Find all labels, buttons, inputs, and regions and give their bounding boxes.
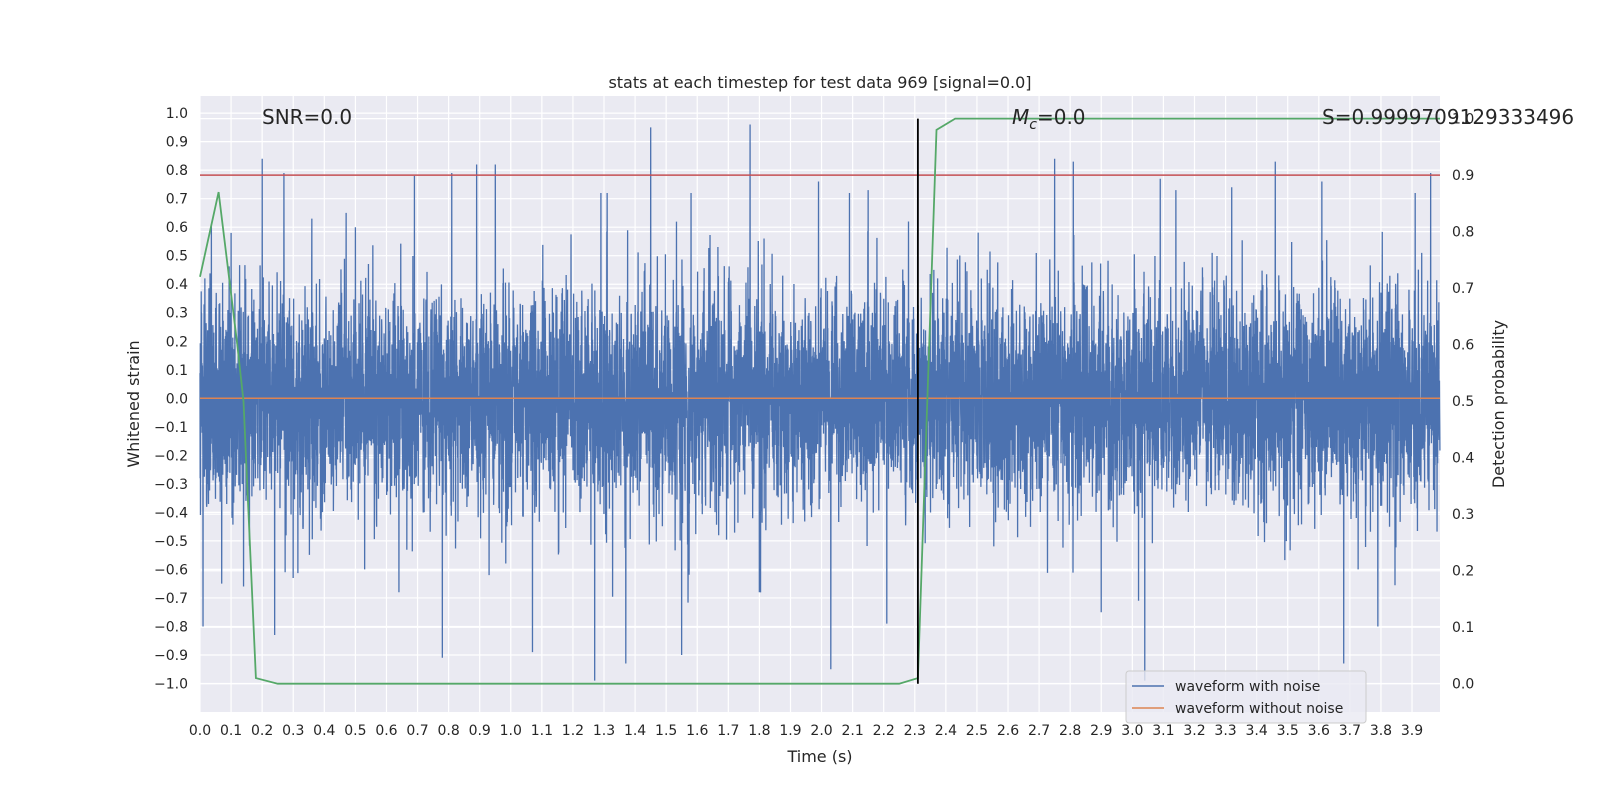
y-tick-label: 0.0	[166, 391, 188, 407]
x-tick-label: 1.6	[686, 723, 708, 739]
x-tick-label: 3.0	[1121, 723, 1143, 739]
y-axis-ticks: 1.0 0.9 0.8 0.7 0.6 0.5 0.4 0.3 0.2 0.1 0.0 −0.1 −0.…	[154, 106, 188, 692]
y2-tick-label: 0.6	[1452, 338, 1474, 354]
mc-value: =0.0	[1037, 105, 1086, 129]
y-tick-label: −0.8	[154, 619, 188, 635]
y-tick-label: 0.1	[166, 363, 188, 379]
x-tick-label: 0.9	[469, 723, 491, 739]
x-tick-label: 3.3	[1214, 723, 1236, 739]
y-tick-label: −0.5	[154, 534, 188, 550]
x-tick-label: 3.7	[1339, 723, 1361, 739]
x-tick-label: 0.6	[375, 723, 397, 739]
y-tick-label: 0.5	[166, 249, 188, 265]
mc-symbol: M	[1012, 105, 1029, 129]
mc-annotation: Mc=0.0	[1012, 105, 1086, 133]
y-tick-label: 0.2	[166, 334, 188, 350]
x-axis-label: Time (s)	[786, 747, 852, 766]
x-tick-label: 1.7	[717, 723, 739, 739]
series-waveform-with-noise	[199, 124, 1441, 681]
x-tick-label: 1.3	[593, 723, 615, 739]
y2-axis-ticks: 1.0 0.9 0.8 0.7 0.6 0.5 0.4 0.3 0.2 0.1 0.0	[1452, 112, 1474, 693]
x-tick-label: 2.6	[997, 723, 1019, 739]
y2-tick-label: 0.3	[1452, 507, 1474, 523]
x-tick-label: 0.0	[189, 723, 211, 739]
x-tick-label: 2.1	[841, 723, 863, 739]
x-tick-label: 3.1	[1152, 723, 1174, 739]
y2-tick-label: 0.1	[1452, 620, 1474, 636]
legend-label-noise: waveform with noise	[1175, 679, 1320, 695]
y2-axis-label: Detection probability	[1489, 320, 1508, 488]
x-tick-label: 1.9	[779, 723, 801, 739]
x-tick-label: 0.2	[251, 723, 273, 739]
y2-tick-label: 0.7	[1452, 281, 1474, 297]
x-tick-label: 2.8	[1059, 723, 1081, 739]
chart-title: stats at each timestep for test data 969…	[608, 73, 1031, 92]
x-tick-label: 1.2	[562, 723, 584, 739]
x-tick-label: 0.8	[437, 723, 459, 739]
x-tick-label: 3.8	[1370, 723, 1392, 739]
y-tick-label: −0.3	[154, 477, 188, 493]
y2-tick-label: 0.2	[1452, 564, 1474, 580]
x-tick-label: 3.4	[1246, 723, 1268, 739]
x-tick-label: 0.5	[344, 723, 366, 739]
x-tick-label: 3.9	[1401, 723, 1423, 739]
noise-waveform-line	[199, 124, 1441, 681]
y-tick-label: 0.4	[166, 277, 188, 293]
x-tick-label: 2.2	[873, 723, 895, 739]
legend-box	[1125, 670, 1367, 724]
mc-subscript: c	[1029, 117, 1037, 133]
x-tick-label: 2.9	[1090, 723, 1112, 739]
y2-tick-label: 1.0	[1452, 112, 1474, 128]
x-tick-label: 1.5	[655, 723, 677, 739]
y-tick-label: −0.7	[154, 591, 188, 607]
legend: waveform with noise waveform without noi…	[1125, 670, 1367, 724]
x-tick-label: 0.1	[220, 723, 242, 739]
y-tick-label: −0.6	[154, 562, 188, 578]
x-tick-label: 1.0	[500, 723, 522, 739]
x-tick-label: 1.1	[531, 723, 553, 739]
x-tick-label: 2.5	[966, 723, 988, 739]
y2-tick-label: 0.5	[1452, 394, 1474, 410]
y-tick-label: −0.1	[154, 420, 188, 436]
x-tick-label: 0.4	[313, 723, 335, 739]
y-tick-label: 0.7	[166, 192, 188, 208]
x-axis-ticks: 0.0 0.1 0.2 0.3 0.4 0.5 0.6 0.7 0.8 0.9 1.0 1.1 1.2 1…	[189, 723, 1423, 739]
y-tick-label: 0.6	[166, 220, 188, 236]
x-tick-label: 3.6	[1308, 723, 1330, 739]
y-tick-label: 0.3	[166, 306, 188, 322]
x-tick-label: 2.4	[935, 723, 957, 739]
y2-tick-label: 0.8	[1452, 225, 1474, 241]
x-tick-label: 2.0	[810, 723, 832, 739]
y-tick-label: −0.9	[154, 648, 188, 664]
y-axis-label: Whitened strain	[124, 340, 143, 467]
y2-tick-label: 0.9	[1452, 168, 1474, 184]
y-tick-label: −0.2	[154, 448, 188, 464]
x-tick-label: 1.4	[624, 723, 646, 739]
snr-annotation: SNR=0.0	[262, 105, 352, 129]
y-tick-label: −0.4	[154, 505, 188, 521]
x-tick-label: 3.5	[1277, 723, 1299, 739]
x-tick-label: 0.7	[406, 723, 428, 739]
y-tick-label: 0.9	[166, 135, 188, 151]
y-tick-label: 0.8	[166, 163, 188, 179]
x-tick-label: 0.3	[282, 723, 304, 739]
x-tick-label: 2.7	[1028, 723, 1050, 739]
x-tick-label: 3.2	[1183, 723, 1205, 739]
y2-tick-label: 0.4	[1452, 451, 1474, 467]
legend-label-clean: waveform without noise	[1175, 701, 1343, 717]
series-detection-probability	[199, 117, 1440, 685]
x-tick-label: 2.3	[904, 723, 926, 739]
y2-tick-label: 0.0	[1452, 677, 1474, 693]
s-annotation: S=0.9999709129333496	[1322, 105, 1574, 129]
y-tick-label: −1.0	[154, 676, 188, 692]
x-tick-label: 1.8	[748, 723, 770, 739]
y-tick-label: 1.0	[166, 106, 188, 122]
probability-line	[199, 117, 1440, 685]
